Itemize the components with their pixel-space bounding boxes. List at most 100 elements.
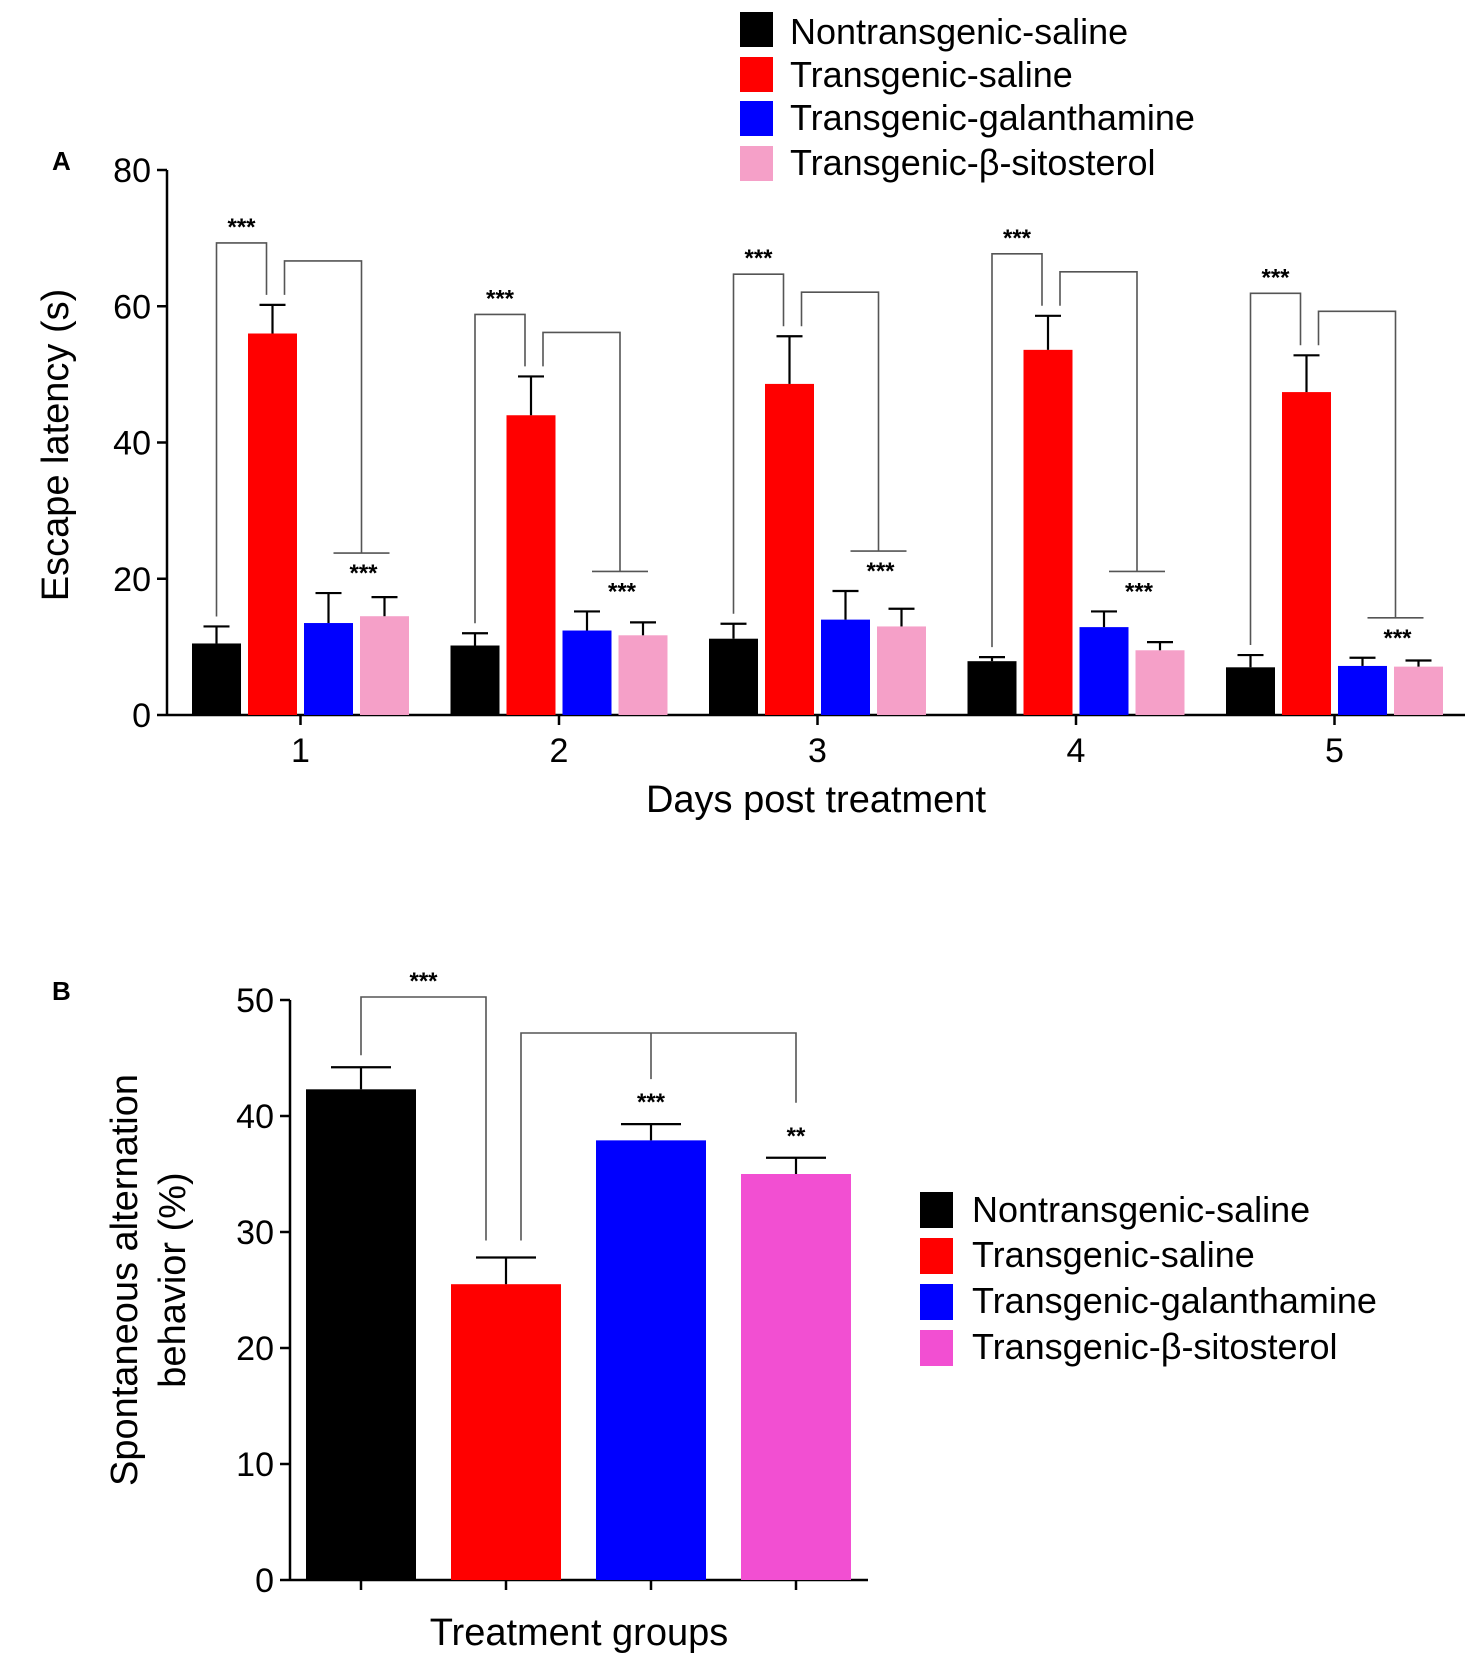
bracket-b-1: [360, 996, 487, 1241]
legend-a-label-3: Transgenic-β-sitosterol: [790, 142, 1155, 183]
x-axis-title-b: Treatment groups: [430, 1612, 729, 1654]
sig-a-left: ***: [1003, 225, 1032, 252]
bracket-a-right: [283, 260, 363, 554]
legend-a-label-1: Transgenic-saline: [790, 54, 1073, 95]
bar-b: [451, 1284, 561, 1580]
y-tick-b-label: 20: [236, 1330, 274, 1368]
bar-a: [709, 638, 758, 715]
sig-b-3: **: [787, 1123, 806, 1150]
bracket-a-left: [474, 313, 526, 624]
legend-a-label-0: Nontransgenic-saline: [790, 11, 1128, 52]
bar-a: [967, 661, 1017, 715]
bar-a: [877, 626, 926, 715]
bar-a: [821, 619, 870, 715]
legend-a-swatch-2: [740, 101, 773, 136]
y-tick-a-label: 40: [113, 425, 151, 463]
sig-a-right: ***: [866, 558, 895, 585]
bar-b: [741, 1174, 851, 1580]
bars-b: [306, 1066, 851, 1590]
sig-b-1: ***: [409, 968, 438, 995]
panel-a: A Nontransgenic-saline Transgenic-saline…: [35, 11, 1465, 821]
sig-a-left: ***: [486, 285, 515, 312]
y-ticks-b: 0 10 20 30 40 50: [236, 982, 290, 1600]
legend-a-label-2: Transgenic-galanthamine: [790, 97, 1195, 138]
bar-a: [450, 645, 500, 715]
bar-a: [506, 415, 556, 715]
bracket-a-right: [1317, 310, 1397, 618]
bar-a: [1135, 650, 1185, 715]
x-tick-a-label: 2: [550, 732, 569, 770]
y-axis-title-b-line-1: Spontaneous alternation: [104, 1074, 146, 1486]
bar-a: [562, 630, 612, 715]
bar-a: [765, 383, 814, 715]
y-tick-a-label: 60: [113, 288, 151, 326]
bracket-a-left: [991, 252, 1043, 648]
bracket-a-right: [1059, 270, 1138, 572]
legend-b-label-2: Transgenic-galanthamine: [972, 1280, 1377, 1321]
y-tick-a-label: 80: [113, 152, 151, 190]
bar-a: [1394, 666, 1443, 715]
bracket-a-right: [542, 331, 621, 572]
y-axis-title-a: Escape latency (s): [35, 289, 77, 602]
y-tick-b-label: 50: [236, 982, 274, 1020]
bar-a: [304, 623, 353, 715]
y-ticks-a: 0 20 40 60 80: [113, 152, 167, 735]
sig-b-2: ***: [637, 1089, 666, 1116]
x-tick-a-label: 5: [1325, 732, 1344, 770]
y-axis-title-b-line-2: behavior (%): [152, 1172, 194, 1387]
y-tick-b-label: 10: [236, 1446, 274, 1484]
legend-b-label-0: Nontransgenic-saline: [972, 1189, 1310, 1230]
sig-a-right: ***: [349, 560, 378, 587]
legend-a: Nontransgenic-saline Transgenic-saline T…: [740, 11, 1195, 183]
bar-a: [1338, 665, 1387, 715]
sig-a-right: ***: [1125, 578, 1154, 605]
legend-b-swatch-1: [920, 1238, 953, 1274]
bar-b: [306, 1089, 416, 1580]
legend-a-swatch-1: [740, 57, 773, 92]
bar-a: [1282, 392, 1331, 715]
bar-a: [618, 635, 668, 715]
y-tick-b-label: 30: [236, 1214, 274, 1252]
legend-b-label-1: Transgenic-saline: [972, 1234, 1255, 1275]
legend-a-swatch-0: [740, 12, 773, 47]
sig-a-left: ***: [744, 245, 773, 272]
bracket-a-left: [732, 273, 785, 614]
legend-b-swatch-0: [920, 1192, 953, 1228]
sig-a-left: ***: [227, 214, 256, 241]
bars-a: [192, 303, 1443, 715]
x-tick-a-label: 4: [1067, 732, 1086, 770]
y-tick-a-label: 0: [132, 697, 151, 735]
x-tick-a-label: 1: [291, 732, 310, 770]
panel-a-letter: A: [52, 146, 71, 176]
bracket-a-right: [800, 291, 880, 552]
bracket-a-left: [215, 242, 268, 617]
legend-b: Nontransgenic-saline Transgenic-saline T…: [920, 1189, 1377, 1367]
sig-a-right: ***: [1383, 625, 1412, 652]
legend-b-swatch-2: [920, 1284, 953, 1320]
significance-b: ********: [360, 968, 806, 1241]
y-tick-b-label: 40: [236, 1098, 274, 1136]
bracket-b-2: [520, 1032, 797, 1241]
x-tick-a-label: 3: [808, 732, 827, 770]
legend-a-swatch-3: [740, 146, 773, 181]
bar-a: [360, 616, 409, 715]
panel-b-letter: B: [52, 976, 71, 1006]
y-tick-b-label: 0: [255, 1562, 274, 1600]
bar-a: [1226, 667, 1275, 715]
sig-a-left: ***: [1261, 264, 1290, 291]
bar-b: [596, 1140, 706, 1580]
bar-a: [1023, 349, 1073, 715]
significance-a: *** *** *** *** *** *** *** *** *** ***: [215, 214, 1424, 652]
x-axis-title-a: Days post treatment: [646, 779, 986, 821]
bar-a: [192, 643, 241, 715]
x-ticks-a: 1 2 3 4 5: [291, 715, 1344, 770]
legend-b-swatch-3: [920, 1330, 953, 1366]
sig-a-right: ***: [608, 578, 637, 605]
bar-a: [1079, 627, 1129, 715]
y-tick-a-label: 20: [113, 561, 151, 599]
legend-b-label-3: Transgenic-β-sitosterol: [972, 1326, 1337, 1367]
bar-a: [248, 333, 297, 715]
bracket-a-left: [1249, 292, 1302, 646]
